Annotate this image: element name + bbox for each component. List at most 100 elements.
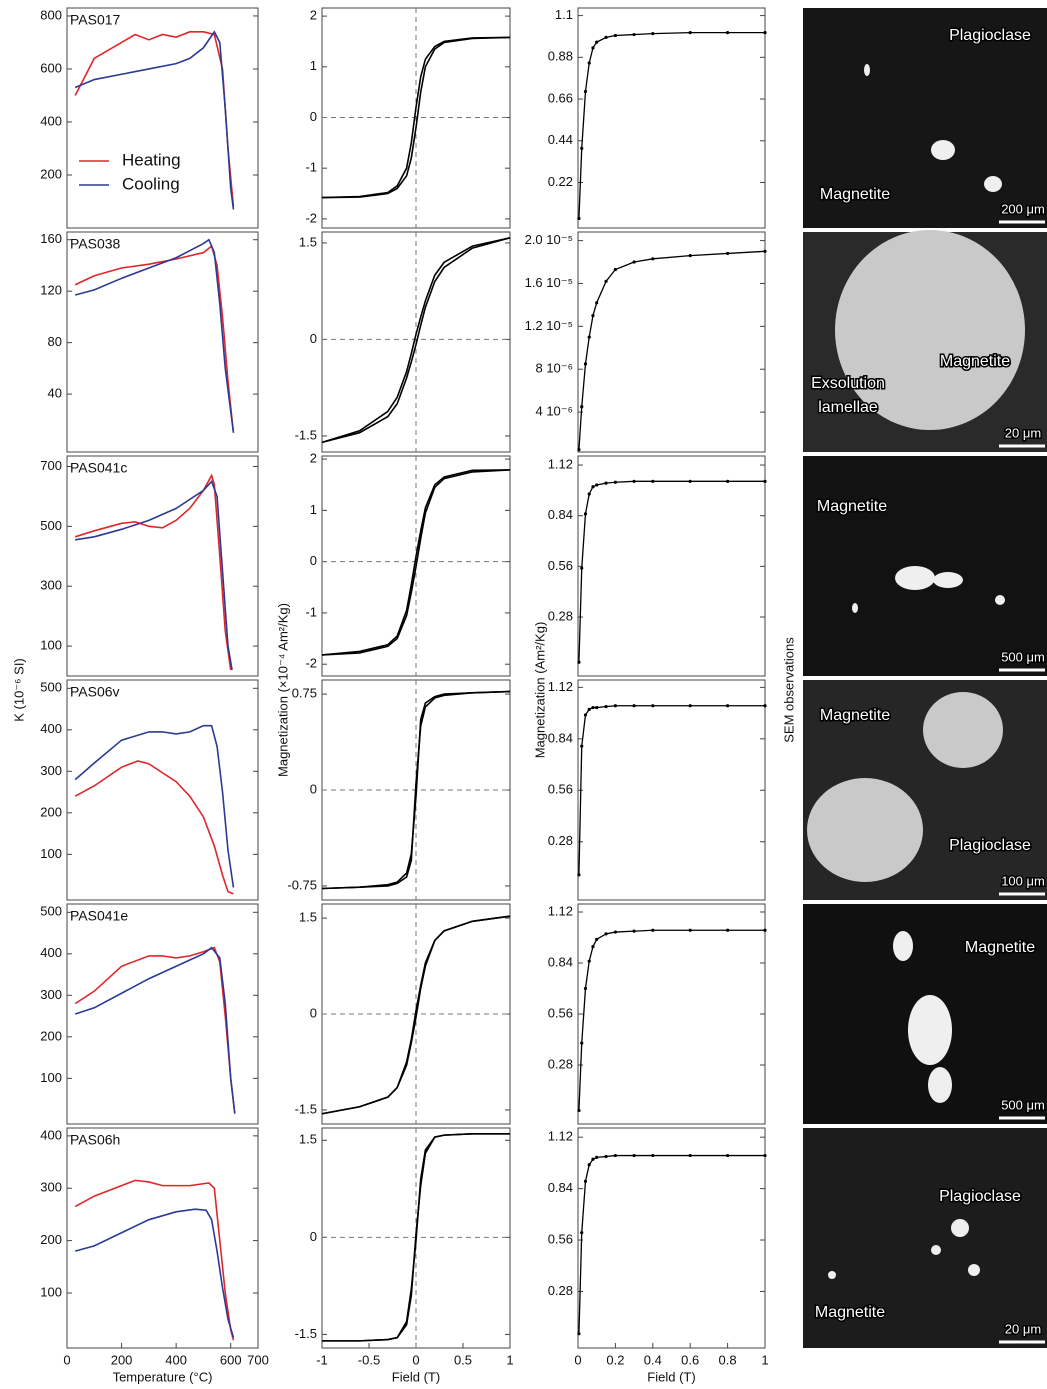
y-tick-label: -2 [305,656,317,671]
data-point [591,705,595,710]
data-point [587,707,591,712]
series-line [578,929,765,1111]
data-point [580,1231,584,1235]
plot-frame [577,231,766,453]
data-point [651,704,655,708]
data-point [632,704,636,708]
y-tick-label: 200 [40,166,62,181]
x-tick-label: 0.4 [644,1352,662,1367]
mineral-grain [807,778,923,882]
series-line [321,690,511,890]
mineral-grain [828,1271,836,1279]
legend-label: Heating [122,150,181,169]
data-point [763,31,767,35]
data-point [651,257,655,261]
series-line [578,705,765,875]
series-line [74,760,234,895]
sample-label: PAS038 [70,236,121,252]
data-point [595,301,599,305]
y-tick-label: 0.28 [548,833,573,848]
y-tick-label: 1.12 [548,1129,573,1144]
y-axis-label: Magnetization (×10⁻⁴ Am²/Kg) [275,603,290,777]
scale-bar-label: 20 μm [1005,425,1041,440]
data-point [651,32,655,36]
data-point [604,279,608,283]
plot-frame [66,903,259,1125]
data-point [726,1153,730,1158]
sem-image [803,456,1047,676]
y-tick-label: 700 [40,458,62,473]
legend-label: Cooling [122,174,180,193]
sem-label: Exsolution [811,375,885,392]
y-tick-label: 1.12 [548,456,573,471]
y-tick-label: 0.28 [548,608,573,623]
y-tick-label: 200 [40,804,62,819]
y-tick-label: 400 [40,113,62,128]
sem-label: Magnetite [940,353,1010,370]
y-tick-label: 300 [40,1180,62,1195]
data-point [688,1153,692,1158]
x-tick-label: 0 [574,1352,581,1367]
sem-label: Magnetite [820,186,890,203]
data-point [632,479,636,483]
y-tick-label: 1.5 [299,910,317,925]
data-point [587,1163,591,1167]
data-point [580,566,584,570]
sample-label: PAS06v [70,684,120,700]
y-axis-label: K (10⁻⁶ SI) [11,658,26,722]
y-tick-label: 0 [310,109,317,124]
y-tick-label: 400 [40,721,62,736]
y-tick-label: 1.2 10⁻⁵ [525,318,573,333]
data-point [587,492,591,496]
y-tick-label: 0.28 [548,1056,573,1071]
scale-bar-label: 500 μm [1001,1097,1045,1112]
y-tick-label: -1.5 [295,1101,317,1116]
series-line [74,244,235,433]
x-axis-label: Field (T) [647,1369,695,1384]
data-point [577,216,581,221]
data-point [613,267,618,272]
data-point [583,1179,588,1183]
y-tick-label: 0 [310,553,317,568]
data-point [613,704,618,708]
data-point [580,146,584,150]
data-point [591,1157,595,1161]
y-tick-label: 1.5 [299,1132,317,1147]
y-tick-label: 100 [40,1284,62,1299]
y-tick-label: -1.5 [295,427,317,442]
data-point [583,89,588,94]
y-tick-label: 160 [40,231,62,246]
data-point [604,35,608,39]
x-tick-label: -0.5 [358,1352,380,1367]
y-tick-label: -1.5 [295,1326,317,1341]
x-tick-label: 200 [111,1352,133,1367]
y-tick-label: 0.28 [548,1283,573,1298]
y-tick-label: 0.56 [548,782,573,797]
data-point [595,40,599,44]
series-line [74,1208,235,1338]
data-point [726,31,730,35]
series-line [578,1154,765,1334]
y-tick-label: 0.84 [548,730,573,745]
series-line [321,915,511,1115]
y-tick-label: 0.88 [548,49,573,64]
data-point [763,249,767,253]
data-point [577,448,581,452]
y-tick-label: 0.84 [548,507,573,522]
mineral-grain [895,566,935,590]
y-tick-label: 4 10⁻⁶ [535,404,573,419]
series-line [321,237,511,444]
y-tick-label: 0.22 [548,174,573,189]
plot-frame [577,903,766,1125]
plot-frame [577,455,766,677]
data-point [688,31,692,35]
data-point [632,1153,636,1158]
data-point [688,479,692,483]
data-point [595,483,599,487]
data-point [587,959,591,963]
data-point [583,362,588,366]
y-tick-label: 0.84 [548,1180,573,1195]
y-tick-label: 1.6 10⁻⁵ [525,275,573,290]
data-point [580,744,584,748]
